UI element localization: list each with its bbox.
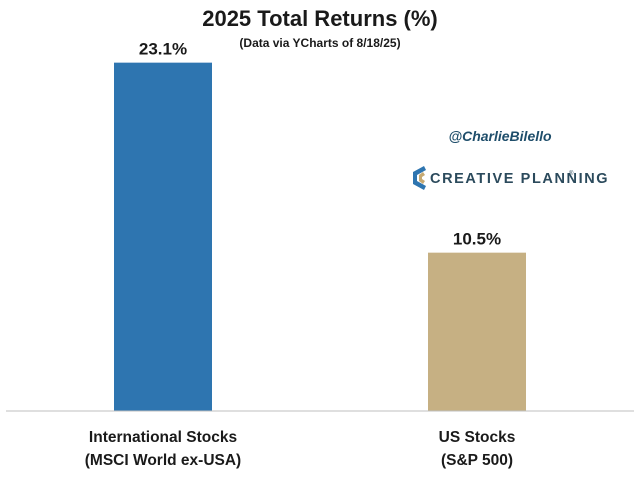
company-name: CREATIVE PLANNING xyxy=(430,171,609,187)
bar-0 xyxy=(114,62,212,411)
trademark-symbol: ® xyxy=(569,170,574,177)
bars-group xyxy=(114,62,526,411)
data-label-1: 10.5% xyxy=(453,230,501,249)
category-label-1-line-1: (S&P 500) xyxy=(441,452,513,469)
creative-planning-logo-icon xyxy=(413,166,426,190)
data-labels-group: 23.1% 10.5% xyxy=(139,40,501,249)
category-label-0-line-0: International Stocks xyxy=(89,429,237,446)
category-label-0-line-1: (MSCI World ex-USA) xyxy=(85,452,241,469)
chart-title: 2025 Total Returns (%) xyxy=(202,6,438,31)
data-label-0: 23.1% xyxy=(139,40,187,59)
chart-subtitle: (Data via YCharts of 8/18/25) xyxy=(239,36,400,50)
category-label-1-line-0: US Stocks xyxy=(439,429,516,446)
twitter-handle: @CharlieBilello xyxy=(448,128,552,144)
bar-1 xyxy=(428,252,526,411)
category-labels-group: International Stocks (MSCI World ex-USA) U… xyxy=(85,429,516,469)
creative-planning-logo: CREATIVE PLANNING ® xyxy=(413,166,609,190)
